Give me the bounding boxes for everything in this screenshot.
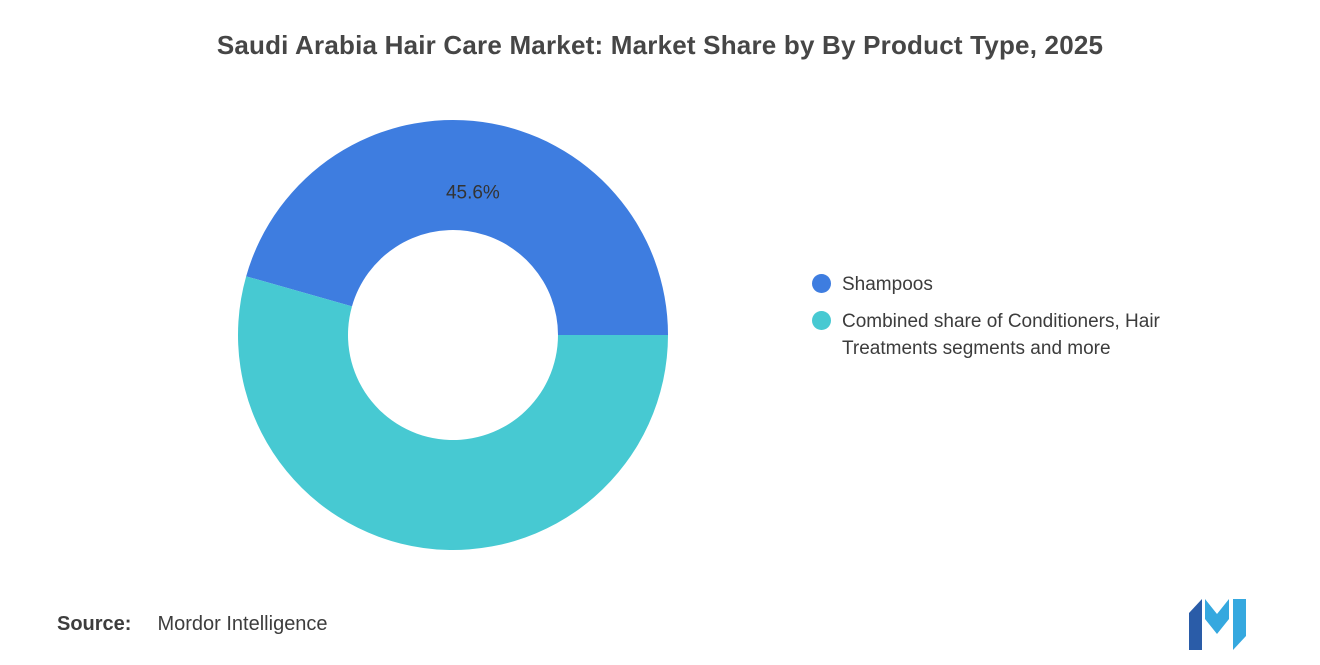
- donut-slice-combined-share-of-conditioners-hair-trea[interactable]: [237, 276, 668, 550]
- logo-right-leg: [1233, 599, 1246, 650]
- logo-middle-chevron: [1205, 599, 1229, 634]
- legend: Shampoos Combined share of Conditioners,…: [812, 271, 1237, 362]
- logo-left-leg: [1189, 599, 1202, 650]
- donut-data-label: 45.6%: [446, 182, 500, 203]
- chart-title: Saudi Arabia Hair Care Market: Market Sh…: [216, 30, 1104, 60]
- source-text: Mordor Intelligence: [157, 613, 328, 635]
- mordor-intelligence-logo: [1189, 599, 1246, 650]
- legend-swatch-shampoos: [812, 274, 831, 293]
- legend-label-combined-share: Combined share of Conditioners, Hair Tre…: [842, 311, 1160, 359]
- legend-item-shampoos[interactable]: Shampoos: [812, 271, 1237, 298]
- donut-svg: 45.6%: [237, 119, 668, 550]
- source-line: Source: Mordor Intelligence: [57, 613, 328, 636]
- legend-label-shampoos: Shampoos: [842, 274, 933, 295]
- legend-item-combined-share[interactable]: Combined share of Conditioners, Hair Tre…: [812, 308, 1237, 362]
- donut-chart: 45.6%: [233, 115, 673, 555]
- source-prefix: Source:: [57, 613, 132, 635]
- legend-swatch-combined-share: [812, 311, 831, 330]
- donut-slice-shampoos[interactable]: [246, 119, 668, 336]
